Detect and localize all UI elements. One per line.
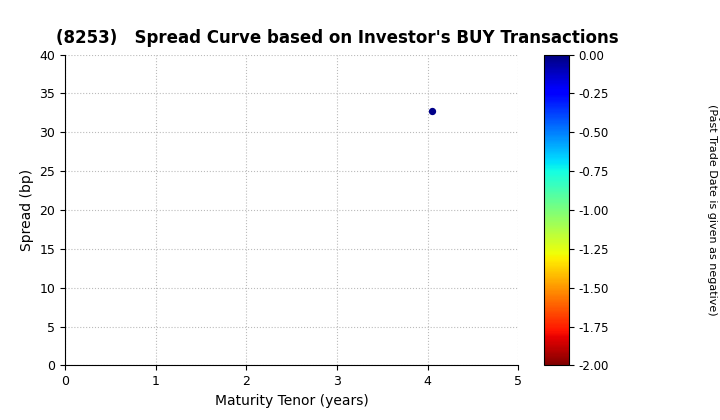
Y-axis label: Spread (bp): Spread (bp) [19,169,34,251]
X-axis label: Maturity Tenor (years): Maturity Tenor (years) [215,394,369,408]
Text: (8253)   Spread Curve based on Investor's BUY Transactions: (8253) Spread Curve based on Investor's … [55,29,618,47]
Y-axis label: Time in years between 1/17/2025 and Trade Date
(Past Trade Date is given as nega: Time in years between 1/17/2025 and Trad… [706,72,720,348]
Point [426,108,438,115]
